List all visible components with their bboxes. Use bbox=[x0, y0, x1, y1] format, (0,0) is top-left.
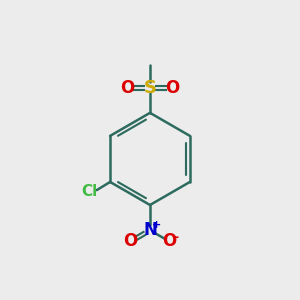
Text: O: O bbox=[121, 79, 135, 97]
Text: Cl: Cl bbox=[81, 184, 98, 199]
Text: N: N bbox=[143, 221, 157, 239]
Text: +: + bbox=[152, 220, 161, 230]
Text: O: O bbox=[165, 79, 179, 97]
Text: O: O bbox=[162, 232, 176, 250]
Text: S: S bbox=[143, 79, 157, 97]
Text: -: - bbox=[173, 231, 178, 244]
Text: O: O bbox=[124, 232, 138, 250]
